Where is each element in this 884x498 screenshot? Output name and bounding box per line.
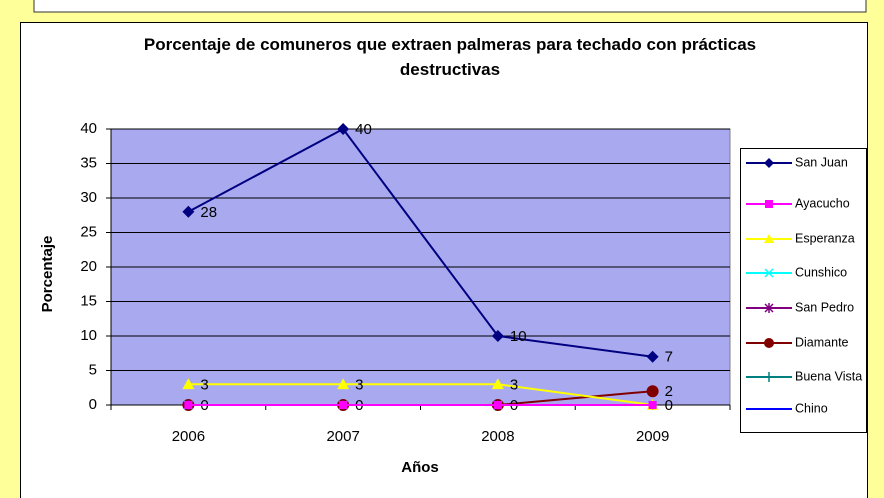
top-panel [33,0,867,13]
x-tick-label: 2006 [172,428,205,445]
data-label: 7 [665,349,673,366]
marker [765,200,773,208]
y-tick-label: 5 [89,361,97,378]
marker [337,378,350,390]
legend-label: Esperanza [795,231,855,245]
y-tick-label: 30 [80,189,97,206]
marker [764,372,774,382]
y-tick-label: 10 [80,327,97,344]
marker [646,350,659,363]
marker [337,123,350,135]
x-tick-label: 2009 [636,428,669,445]
legend-label: Chino [795,401,828,415]
legend-label: Diamante [795,335,849,349]
legend-label: Cunshico [795,265,847,279]
x-tick-label: 2007 [326,428,359,445]
marker [764,268,774,278]
marker [184,401,193,409]
marker [491,378,504,390]
chart-title: Porcentaje de comuneros que extraen palm… [143,35,757,79]
y-tick-label: 15 [80,292,97,309]
legend-label: Buena Vista [795,369,862,383]
data-label: 40 [355,121,372,138]
marker [764,158,774,168]
marker [648,401,657,409]
y-tick-label: 40 [80,120,97,137]
marker [764,338,774,348]
x-tick-label: 2008 [481,428,514,445]
marker [764,303,774,313]
y-tick-label: 35 [80,154,97,171]
y-tick-label: 25 [80,223,97,240]
marker [646,385,659,398]
data-label: 3 [355,376,363,393]
data-label: 28 [200,204,217,221]
data-label: 0 [665,397,673,414]
data-label: 3 [510,376,518,393]
marker [764,234,774,243]
legend-label: Ayacucho [795,196,850,210]
y-axis-label: Porcentaje [39,236,56,313]
data-label: 10 [510,328,527,345]
series-line [188,383,653,406]
legend-label: San Juan [795,155,848,169]
marker [182,378,195,390]
legend [740,148,867,433]
y-tick-label: 0 [89,396,97,413]
x-axis-label: Años [401,459,439,476]
y-tick-label: 20 [80,258,97,275]
legend-label: San Pedro [795,300,854,314]
data-label: 3 [200,376,208,393]
marker [493,401,502,409]
marker [339,401,348,409]
series-line [187,127,653,358]
marker [491,330,504,342]
marker [182,205,195,218]
data-label: 2 [665,383,673,400]
